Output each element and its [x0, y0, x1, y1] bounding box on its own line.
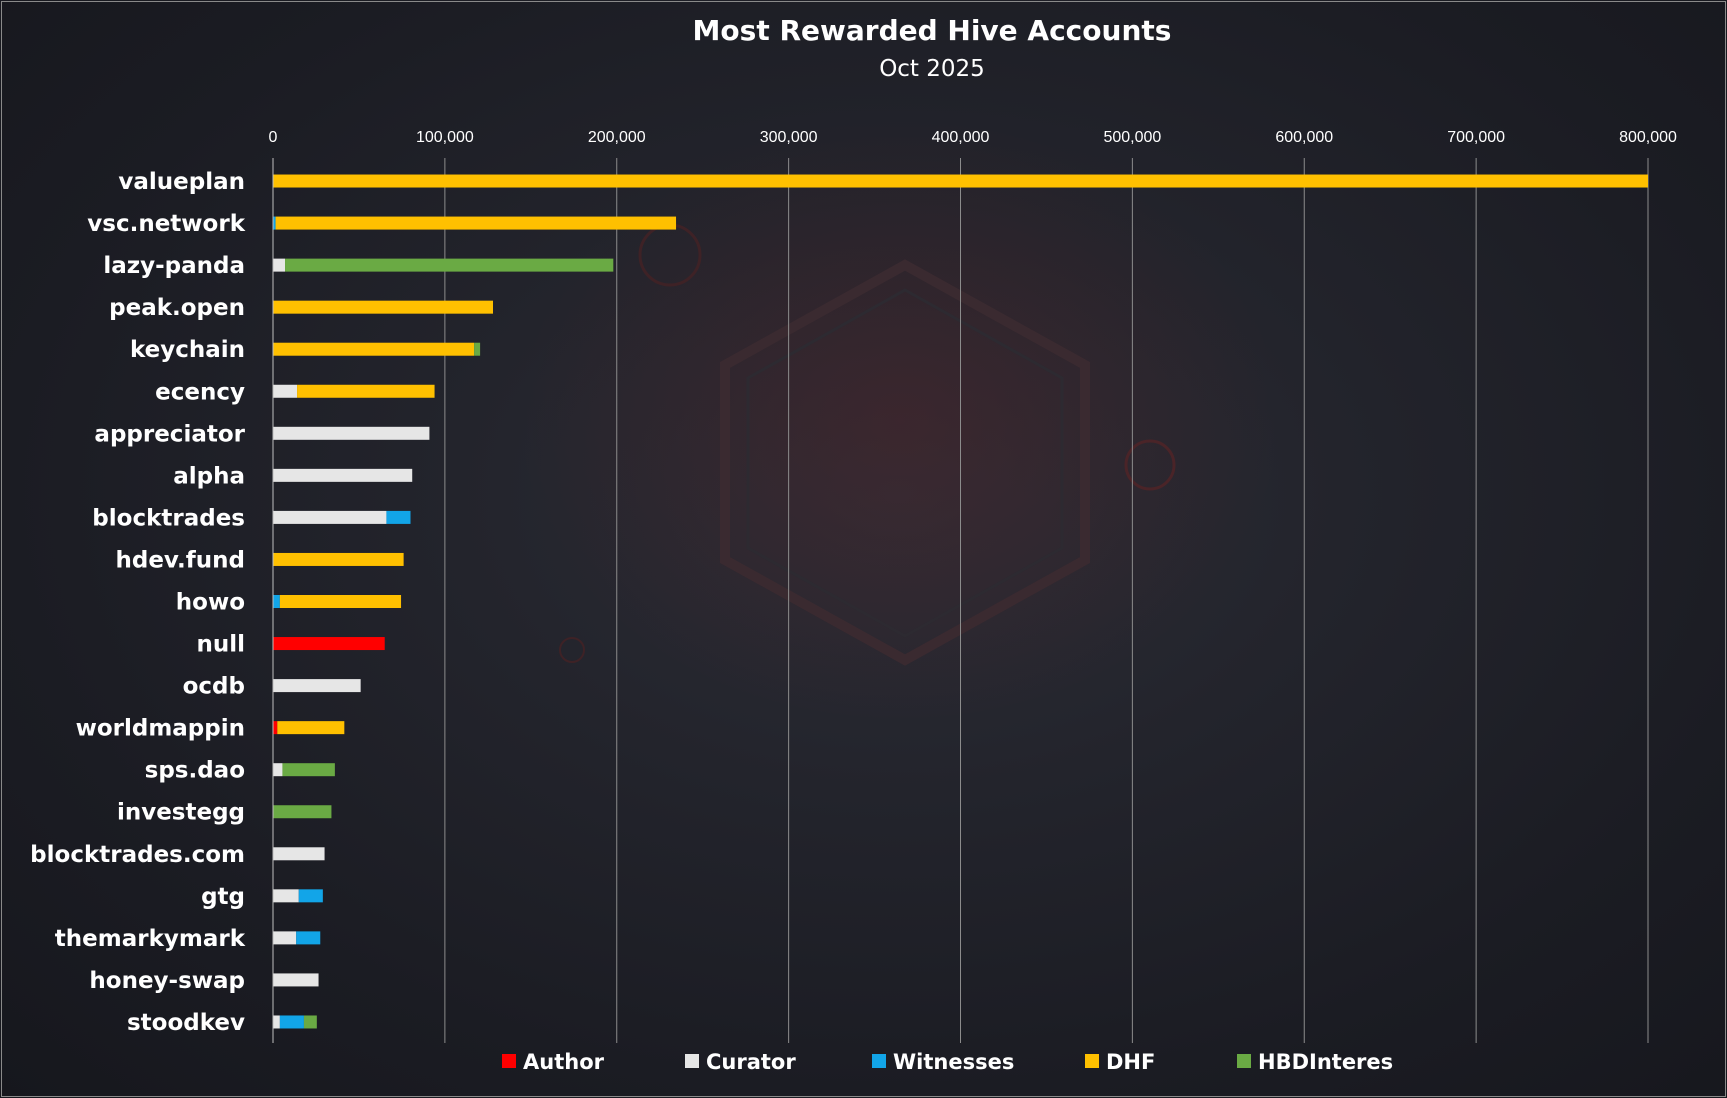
x-tick-label: 500,000	[1103, 129, 1161, 146]
bar-witnesses-stoodkev	[279, 1015, 304, 1029]
legend-label: HBDInteres	[1258, 1050, 1393, 1074]
bar-hbdinteres-investegg	[273, 805, 332, 819]
bar-author-null	[273, 637, 385, 651]
bar-hbdinteres-sps-dao	[282, 763, 335, 777]
bars	[273, 174, 1648, 1029]
category-label: honey-swap	[89, 968, 245, 994]
bg-hexagon-inner	[746, 288, 1064, 638]
bar-witnesses-gtg	[298, 889, 323, 903]
chart-title: Most Rewarded Hive Accounts	[693, 14, 1172, 47]
category-label: stoodkev	[127, 1010, 245, 1036]
category-label: blocktrades	[92, 505, 245, 531]
x-tick-label: 100,000	[416, 129, 474, 146]
x-tick-label: 700,000	[1447, 129, 1505, 146]
legend-label: Author	[523, 1050, 605, 1074]
bg-ring	[559, 637, 585, 663]
bar-witnesses-themarkymark	[296, 931, 321, 945]
bar-dhf-howo	[279, 595, 402, 608]
bar-witnesses-blocktrades	[386, 510, 411, 524]
category-label: keychain	[130, 337, 245, 363]
category-label: lazy-panda	[103, 253, 245, 279]
category-label: alpha	[173, 463, 245, 489]
bg-hexagon	[720, 259, 1090, 666]
x-tick-label: 800,000	[1619, 129, 1677, 146]
gridlines	[444, 158, 1649, 1043]
bar-witnesses-howo	[273, 595, 280, 608]
bar-dhf-ecency	[297, 384, 435, 398]
legend-item-author: Author	[502, 1050, 605, 1074]
category-label: worldmappin	[76, 716, 245, 742]
legend-swatch	[872, 1054, 886, 1068]
category-label: themarkymark	[55, 926, 246, 952]
bg-ring	[1124, 439, 1176, 491]
bar-curator-blocktrades	[273, 510, 387, 524]
x-tick-label: 300,000	[760, 129, 818, 146]
legend-swatch	[1085, 1054, 1099, 1068]
category-label: peak.open	[109, 295, 245, 321]
bar-curator-gtg	[273, 889, 299, 903]
category-label: valueplan	[118, 169, 245, 195]
category-label: howo	[176, 590, 245, 616]
x-axis-ticks: 0 100,000 200,000 300,000 400,000 500,000 600,…	[269, 129, 1677, 146]
bar-curator-lazy-panda	[273, 258, 286, 272]
x-tick-label: 200,000	[588, 129, 646, 146]
legend: Author Curator Witnesses DHF HBDInteres	[502, 1050, 1393, 1074]
x-tick-label: 400,000	[932, 129, 990, 146]
bar-curator-ocdb	[273, 679, 361, 693]
bar-dhf-worldmappin	[277, 721, 345, 735]
legend-item-dhf: DHF	[1085, 1050, 1155, 1074]
bar-dhf-peak-open	[273, 300, 493, 314]
category-label: blocktrades.com	[30, 842, 245, 868]
chart-subtitle: Oct 2025	[879, 56, 985, 82]
bar-hbdinteres-lazy-panda	[285, 258, 614, 272]
x-tick-label: 0	[269, 129, 278, 146]
bar-curator-stoodkev	[273, 1015, 280, 1029]
y-axis-categories: valueplan vsc.network lazy-panda peak.open k…	[30, 169, 246, 1036]
legend-item-witnesses: Witnesses	[872, 1050, 1014, 1074]
category-label: ecency	[155, 379, 245, 405]
x-tick-label: 600,000	[1275, 129, 1333, 146]
bar-dhf-valueplan	[273, 174, 1648, 188]
category-label: investegg	[117, 800, 245, 826]
bar-author-worldmappin	[273, 721, 278, 735]
bar-dhf-vsc-network	[275, 216, 677, 230]
category-label: vsc.network	[87, 211, 245, 237]
bar-curator-sps-dao	[273, 763, 283, 777]
legend-swatch	[502, 1054, 516, 1068]
category-label: hdev.fund	[115, 547, 245, 573]
legend-label: Curator	[706, 1050, 796, 1074]
bar-dhf-keychain	[273, 342, 475, 356]
bar-curator-appreciator	[273, 426, 430, 440]
bar-hbdinteres-stoodkev	[303, 1015, 317, 1029]
legend-label: Witnesses	[893, 1050, 1014, 1074]
legend-swatch	[1237, 1054, 1251, 1068]
bar-witnesses-vsc-network	[273, 216, 276, 230]
bar-dhf-hdev-fund	[273, 552, 404, 566]
bar-hbdinteres-keychain	[474, 342, 481, 356]
category-label: gtg	[201, 884, 245, 910]
category-label: sps.dao	[145, 758, 245, 784]
category-label: null	[196, 632, 245, 658]
legend-item-hbdinteres: HBDInteres	[1237, 1050, 1393, 1074]
bar-curator-ecency	[273, 384, 298, 398]
bar-curator-themarkymark	[273, 931, 297, 945]
bar-curator-alpha	[273, 468, 413, 482]
legend-swatch	[685, 1054, 699, 1068]
legend-label: DHF	[1106, 1050, 1155, 1074]
bar-curator-blocktrades-com	[273, 847, 325, 861]
category-label: ocdb	[183, 674, 245, 700]
category-label: appreciator	[94, 421, 245, 447]
legend-item-curator: Curator	[685, 1050, 796, 1074]
bg-glow	[520, 120, 1280, 720]
bar-curator-honey-swap	[273, 973, 319, 987]
